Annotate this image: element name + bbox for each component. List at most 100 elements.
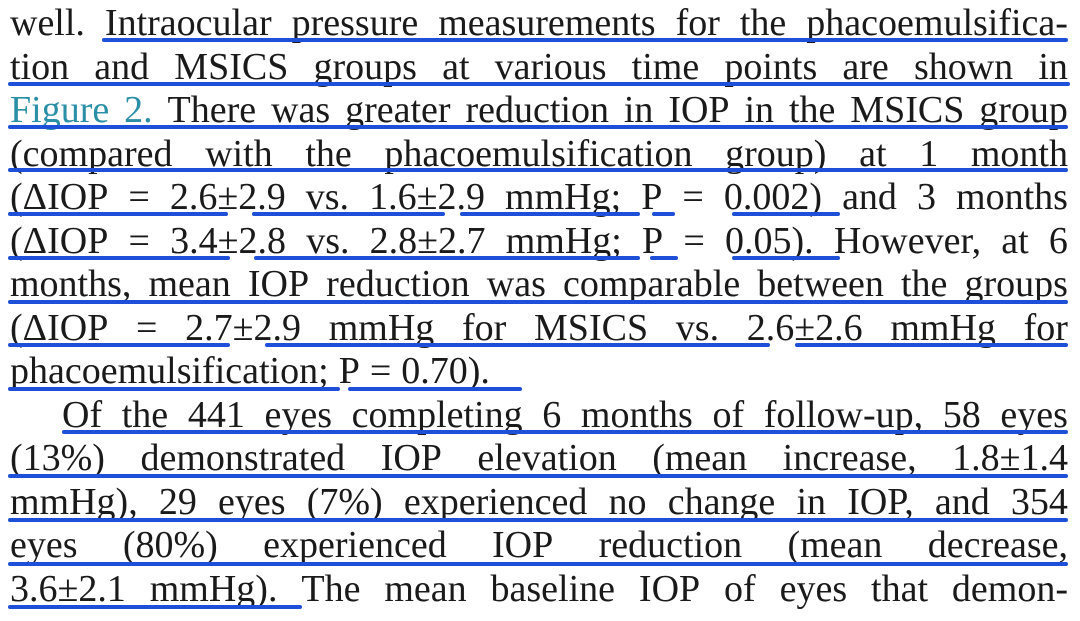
word: with: [205, 132, 273, 175]
underline-mark: [8, 256, 230, 260]
word: (compared: [10, 132, 173, 175]
underline-mark: [8, 212, 228, 216]
word: of: [724, 567, 756, 610]
word: groups: [964, 263, 1068, 305]
word: P: [641, 176, 663, 218]
word: However,: [833, 219, 982, 262]
underline-mark: [8, 474, 1068, 478]
word: (7%): [306, 480, 383, 523]
word: the: [788, 89, 836, 131]
word: 2.8±2.7: [369, 219, 486, 262]
word: for: [462, 306, 507, 349]
underline-mark: [348, 387, 522, 391]
word: IOP: [492, 524, 554, 566]
word: IOP: [638, 567, 701, 610]
word: baseline: [490, 567, 616, 610]
word: was: [486, 263, 546, 305]
word: for: [675, 2, 720, 44]
word: 1.6±2.9: [369, 176, 485, 218]
word: (mean: [787, 524, 883, 566]
word: vs.: [306, 219, 350, 262]
word: in: [623, 89, 654, 131]
word: (mean: [652, 437, 748, 479]
word: 2.7±2.9: [185, 306, 302, 349]
text-line: well. Intraocular pressure measurements for t…: [10, 2, 1068, 46]
word: increase,: [782, 437, 917, 479]
word: at: [442, 45, 470, 88]
text-line: (ΔIOP = 2.6±2.9 vs. 1.6±2.9 mmHg; P = 0.002) and 3…: [10, 176, 1068, 220]
word: 0.70).: [401, 350, 490, 392]
word: follow-up,: [763, 393, 924, 436]
word: well.: [10, 2, 85, 44]
figure-link[interactable]: Figure: [10, 89, 110, 131]
underline-mark: [102, 38, 1068, 42]
word: vs.: [675, 306, 720, 349]
word: month: [970, 132, 1068, 175]
underline-mark: [8, 562, 1068, 566]
word: eyes: [10, 524, 78, 566]
underline-mark: [732, 212, 840, 216]
text-line: months, mean IOP reduction was comparable betw…: [10, 263, 1068, 307]
word: (80%): [122, 524, 218, 566]
word: 2.6±2.6: [746, 306, 863, 349]
word: mean: [148, 263, 231, 305]
word: shown: [913, 45, 1014, 88]
word: IOP: [247, 263, 310, 305]
word: phacoemulsification;: [10, 350, 329, 392]
word: phacoemulsifica-: [806, 2, 1068, 44]
word: demonstrated: [140, 437, 346, 479]
underline-mark: [8, 125, 1068, 129]
figure-link[interactable]: 2.: [124, 89, 153, 131]
word: 1: [919, 132, 939, 175]
word: 29: [158, 480, 197, 523]
word: =: [369, 350, 392, 392]
underline-mark: [252, 212, 445, 216]
underline-mark: [254, 256, 640, 260]
word: vs.: [305, 176, 350, 218]
underline-mark: [265, 343, 770, 347]
word: (ΔIOP: [10, 306, 109, 349]
word: measurements: [438, 2, 656, 44]
word: eyes: [264, 393, 332, 436]
word: in: [796, 480, 827, 523]
word: mmHg).: [149, 567, 278, 610]
word: greater: [345, 89, 451, 131]
word: experienced: [263, 524, 447, 566]
word: IOP: [380, 437, 442, 479]
word: (ΔIOP: [10, 219, 109, 262]
word: mmHg: [890, 306, 996, 349]
word: mmHg),: [10, 480, 138, 523]
word: group): [725, 132, 827, 175]
word: mmHg;: [505, 219, 622, 262]
word: the: [739, 2, 787, 44]
text-line: tion and MSICS groups at various time points are…: [10, 46, 1068, 90]
word: completing: [351, 393, 523, 436]
word: and: [94, 45, 150, 88]
word: was: [271, 89, 331, 131]
word: 3.6±2.1: [10, 567, 126, 610]
text-line: 3.6±2.1 mmHg). The mean baseline IOP of eyes tha…: [10, 568, 1068, 612]
word: 354: [1010, 480, 1068, 523]
underline-mark: [650, 256, 678, 260]
underline-mark: [8, 168, 1068, 172]
underline-mark: [460, 212, 640, 216]
word: are: [842, 45, 889, 88]
word: various: [494, 45, 607, 88]
text-line: (13%) demonstrated IOP elevation (mean increa…: [10, 437, 1068, 481]
word: in: [744, 89, 775, 131]
word: reduction: [326, 263, 470, 305]
text-line: Figure 2. There was greater reduction in IOP in t…: [10, 89, 1068, 133]
text-line: mmHg), 29 eyes (7%) experienced no change in IOP…: [10, 481, 1068, 525]
word: (ΔIOP: [10, 176, 109, 218]
word: Intraocular: [104, 2, 272, 44]
word: the: [305, 132, 352, 175]
word: between: [757, 263, 884, 305]
word: MSICS: [850, 89, 965, 131]
word: (13%): [10, 437, 105, 479]
word: months,: [10, 263, 132, 305]
word: MSICS: [534, 306, 649, 349]
word: and: [842, 176, 897, 218]
word: decrease,: [927, 524, 1068, 566]
word: mmHg: [328, 306, 435, 349]
word: =: [128, 219, 150, 262]
